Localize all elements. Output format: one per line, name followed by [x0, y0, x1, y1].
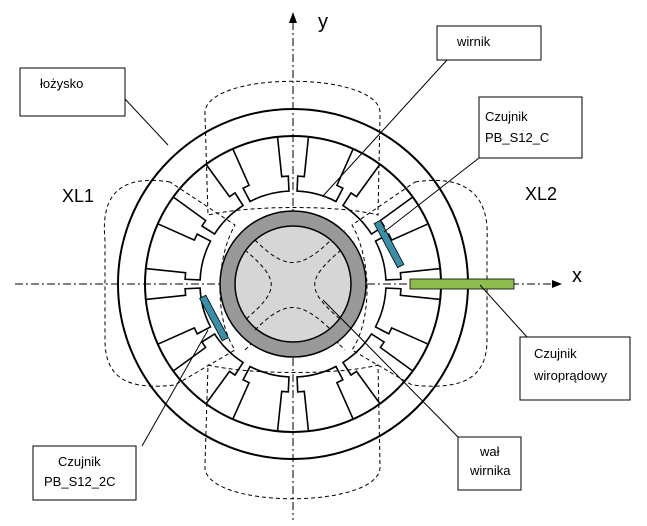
svg-text:Czujnik: Czujnik	[485, 109, 528, 124]
svg-text:wirnika: wirnika	[469, 463, 511, 478]
stator-pole	[341, 332, 414, 405]
label-eddy-sensor: Czujnik wiroprądowy	[519, 336, 631, 401]
stator-pole	[172, 332, 245, 405]
stator-pole	[145, 287, 212, 345]
stator-pole	[296, 365, 354, 432]
region-label-xl2: XL2	[525, 184, 557, 204]
sensors	[199, 219, 515, 342]
label-rotor: wirnik	[436, 25, 542, 61]
svg-text:łożysko: łożysko	[40, 76, 83, 91]
y-axis-label: y	[318, 11, 328, 33]
stator-poles	[145, 136, 441, 432]
x-axis-label: x	[572, 265, 582, 287]
label-shaft: wał wirnika	[457, 436, 522, 491]
stator-pole	[232, 365, 290, 432]
hall-sensor-top	[373, 219, 405, 269]
svg-text:PB_S12_2C: PB_S12_2C	[44, 474, 116, 489]
svg-text:wirnik: wirnik	[456, 34, 491, 49]
label-sensor-pb-s12-c: Czujnik PB_S12_C	[478, 96, 583, 159]
leader-lines	[124, 59, 528, 447]
stator-pole	[232, 136, 290, 203]
svg-text:wał: wał	[479, 444, 500, 459]
svg-text:Czujnik: Czujnik	[58, 454, 101, 469]
svg-text:Czujnik: Czujnik	[534, 346, 577, 361]
label-bearing: łożysko	[19, 67, 126, 117]
stator-pole	[172, 163, 245, 236]
x-axis-arrow	[552, 280, 562, 288]
rotor-shaft	[234, 225, 352, 343]
hall-sensor-bottom	[199, 294, 229, 342]
eddy-current-sensor	[409, 278, 515, 290]
stator-pole	[374, 287, 441, 345]
label-sensor-pb-s12-2c: Czujnik PB_S12_2C	[32, 445, 137, 501]
stator-pole	[296, 136, 354, 203]
svg-text:wiroprądowy: wiroprądowy	[533, 368, 607, 383]
stator-pole	[145, 223, 212, 281]
svg-text:PB_S12_C: PB_S12_C	[485, 130, 549, 145]
rotor	[219, 210, 367, 358]
y-axis-arrow	[289, 12, 297, 23]
region-label-xl1: XL1	[62, 186, 94, 206]
